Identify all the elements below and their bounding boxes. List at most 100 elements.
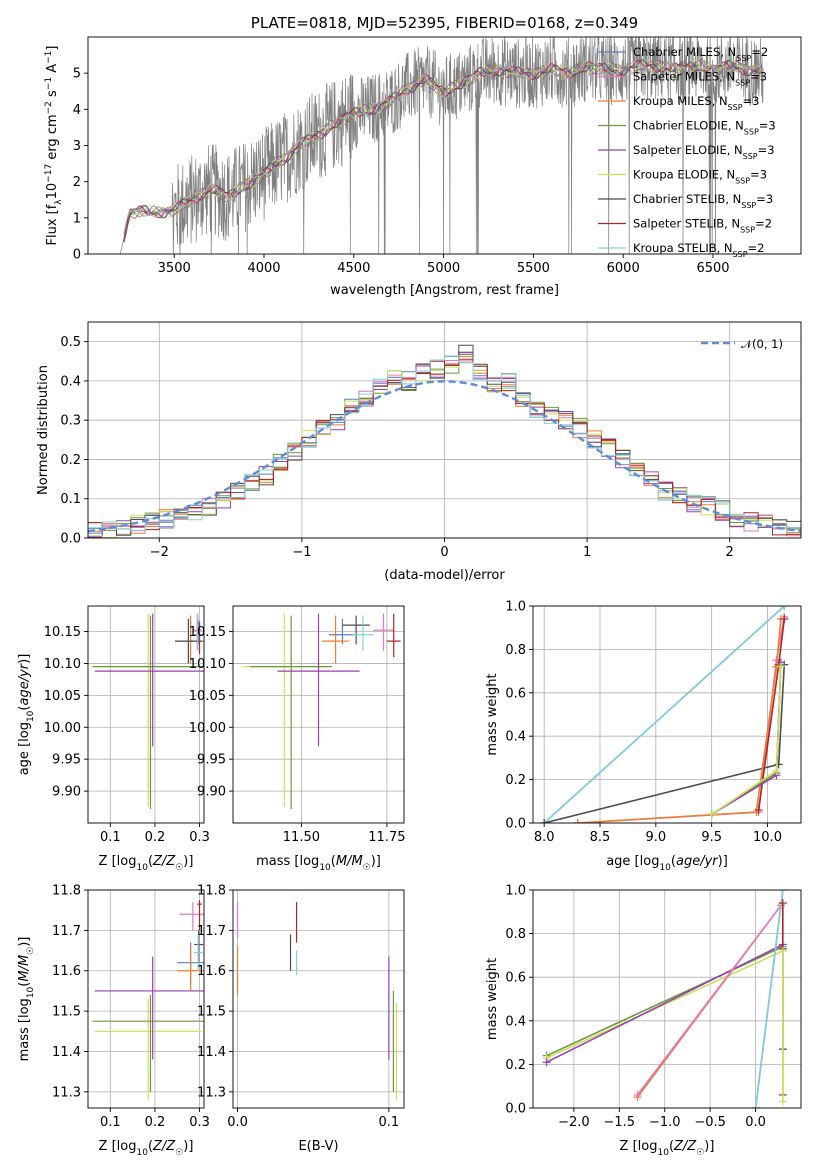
x-axis-label: (data-model)/error [384,568,505,583]
legend-entry: Kroupa MILES, NSSP=3 [633,94,759,112]
axes-frame [232,605,405,824]
plot-area [88,344,801,538]
legend-entry: Chabrier ELODIE, NSSP=3 [633,119,776,137]
y-tick-label: 11.6 [197,964,226,979]
plot-area [119,37,764,254]
legend-entry: Chabrier MILES, NSSP=2 [633,45,768,63]
y-tick-label: 10.10 [189,657,226,672]
axes-frame [232,889,405,1109]
mass-weight-line [544,664,786,823]
x-tick-label: 2 [726,545,734,560]
y-tick-label: 0.2 [60,453,81,468]
y-tick-label: 0.2 [505,773,526,788]
y-tick-label: 0.1 [60,492,81,507]
y-tick-label: 9.95 [52,753,81,768]
x-tick-label: 6000 [607,261,640,276]
data-point-marker [778,899,787,908]
y-tick-label: 0.3 [60,414,81,429]
model-spectrum-line [123,60,763,233]
data-point-marker [754,805,763,814]
x-tick-label: 9.0 [645,830,666,845]
y-tick-label: 3 [73,139,81,154]
y-tick-label: 11.8 [197,884,226,899]
y-tick-label: 11.3 [197,1085,226,1100]
normal-reference-curve [88,380,801,533]
x-tick-label: 4000 [247,261,280,276]
panel-3: 0.1 0.2 0.3 9.90 9.95 10.00 10.05 10.10 10.15 [44,605,210,845]
legend-entry: Chabrier STELIB, NSSP=3 [633,192,773,210]
mass-weight-line [636,902,784,1096]
x-tick-label: −2.0 [558,1115,590,1130]
x-tick-label: −0.5 [694,1115,726,1130]
x-axis-label: Z [log10(Z/Z☉)] [620,1139,715,1158]
x-tick-label: 4500 [337,261,370,276]
histogram-step [88,355,801,531]
legend-entry: Kroupa STELIB, NSSP=2 [633,241,764,259]
x-tick-label: 0.3 [189,1115,210,1130]
model-spectrum-line [123,59,763,243]
x-tick-label: −1.5 [604,1115,636,1130]
data-point-marker [780,615,789,624]
y-tick-label: 0.4 [60,374,81,389]
x-tick-label: 0 [440,545,448,560]
y-tick-label: 10.15 [189,625,226,640]
y-axis-label: age [log10(age/yr)] [17,654,36,776]
x-tick-label: 3500 [158,261,191,276]
y-tick-label: 11.7 [197,924,226,939]
panel-5: 8.0 8.5 9.0 9.5 10.0 0.0 0.2 0.4 0.6 0.8 1.0 [505,600,802,845]
y-tick-label: 10.05 [189,689,226,704]
x-tick-label: −2 [150,545,169,560]
y-tick-label: 1 [73,211,81,226]
y-tick-label: 1.0 [505,884,526,899]
histogram-step [88,344,801,536]
x-tick-label: 0.0 [745,1115,766,1130]
x-tick-label: 8.5 [590,830,611,845]
y-tick-label: 10.15 [44,625,81,640]
y-tick-label: 0.0 [505,817,526,832]
y-tick-label: 0.5 [60,335,81,350]
y-tick-label: 0.0 [505,1102,526,1117]
y-tick-label: 0.6 [505,686,526,701]
axes-frame [532,889,802,1109]
x-axis-label: mass [log10(M/M☉)] [256,854,381,873]
panel-6: 0.1 0.2 0.3 11.3 11.4 11.5 11.6 11.7 11.8 [52,884,210,1131]
y-tick-label: 0.8 [505,643,526,658]
plot-area [542,890,787,1108]
data-point-marker [573,819,582,823]
x-axis-label: wavelength [Angstrom, rest frame] [330,283,559,298]
x-tick-label: 0.0 [227,1115,248,1130]
y-tick-label: 1.0 [505,600,526,615]
legend-entry: Salpeter STELIB, NSSP=2 [633,217,772,235]
mass-weight-line [577,616,786,823]
y-tick-label: 0.4 [505,1014,526,1029]
y-tick-label: 0 [73,248,81,263]
y-tick-label: 0.8 [505,927,526,942]
x-tick-label: 11.75 [368,830,405,845]
legend: Chabrier MILES, NSSP=2 Salpeter MILES, NS… [598,45,776,259]
x-tick-label: 10.0 [753,830,782,845]
x-tick-label: 0.2 [145,1115,166,1130]
y-tick-label: 2 [73,175,81,190]
panel-7: 0.0 0.1 11.3 11.4 11.5 11.6 11.7 11.8 [197,884,405,1130]
y-tick-label: 11.5 [197,1005,226,1020]
x-tick-label: 6500 [696,261,729,276]
x-tick-label: 5500 [517,261,550,276]
mass-weight-line [543,606,785,823]
data-point-marker [633,1090,642,1099]
x-tick-label: 0.1 [379,1115,400,1130]
y-tick-label: 9.95 [197,753,226,768]
x-tick-label: 11.50 [283,830,320,845]
chart-title: PLATE=0818, MJD=52395, FIBERID=0168, z=0… [251,14,638,32]
y-tick-label: 0.0 [60,532,81,547]
model-spectrum-line [123,59,763,240]
data-point-marker [707,810,716,819]
y-tick-label: 11.4 [52,1045,81,1060]
x-tick-label: 0.3 [189,830,210,845]
y-axis-label: mass weight [485,958,500,1040]
y-tick-label: 10.05 [44,689,81,704]
y-tick-label: 10.00 [189,721,226,736]
data-point-marker [778,890,787,894]
axes-frame [532,605,802,824]
x-tick-label: 5000 [427,261,460,276]
y-tick-label: 0.2 [505,1058,526,1073]
